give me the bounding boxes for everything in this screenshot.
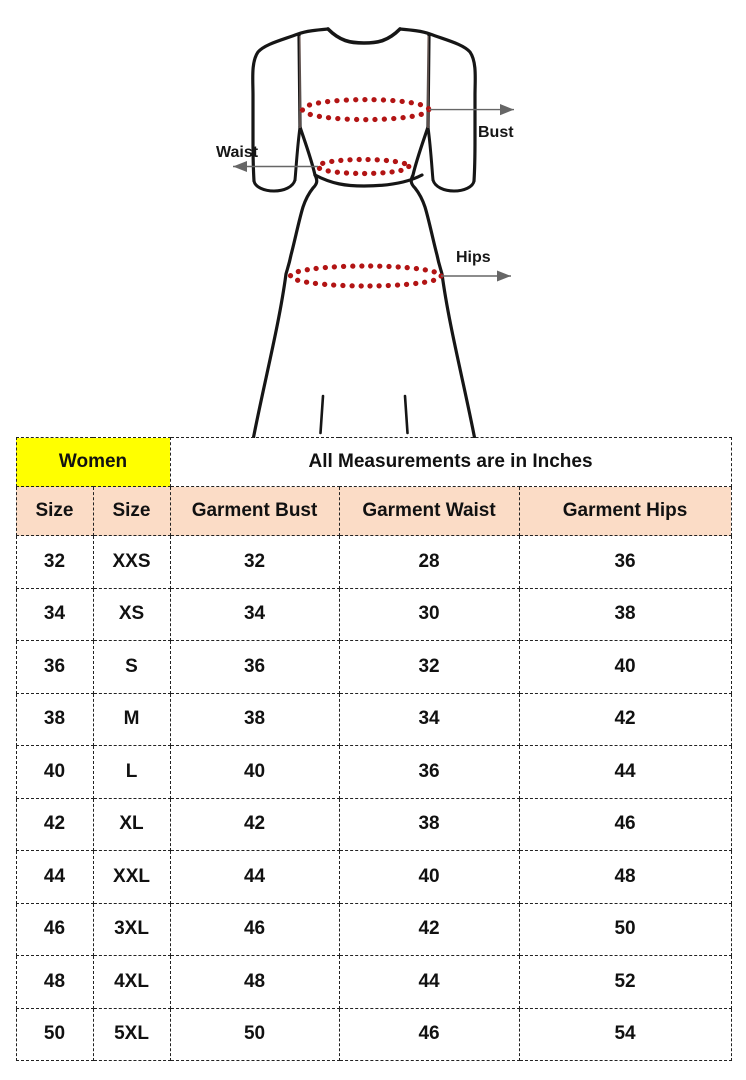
svg-text:Hips: Hips <box>456 249 491 266</box>
svg-text:Waist: Waist <box>216 144 259 161</box>
svg-text:Bust: Bust <box>478 124 514 141</box>
